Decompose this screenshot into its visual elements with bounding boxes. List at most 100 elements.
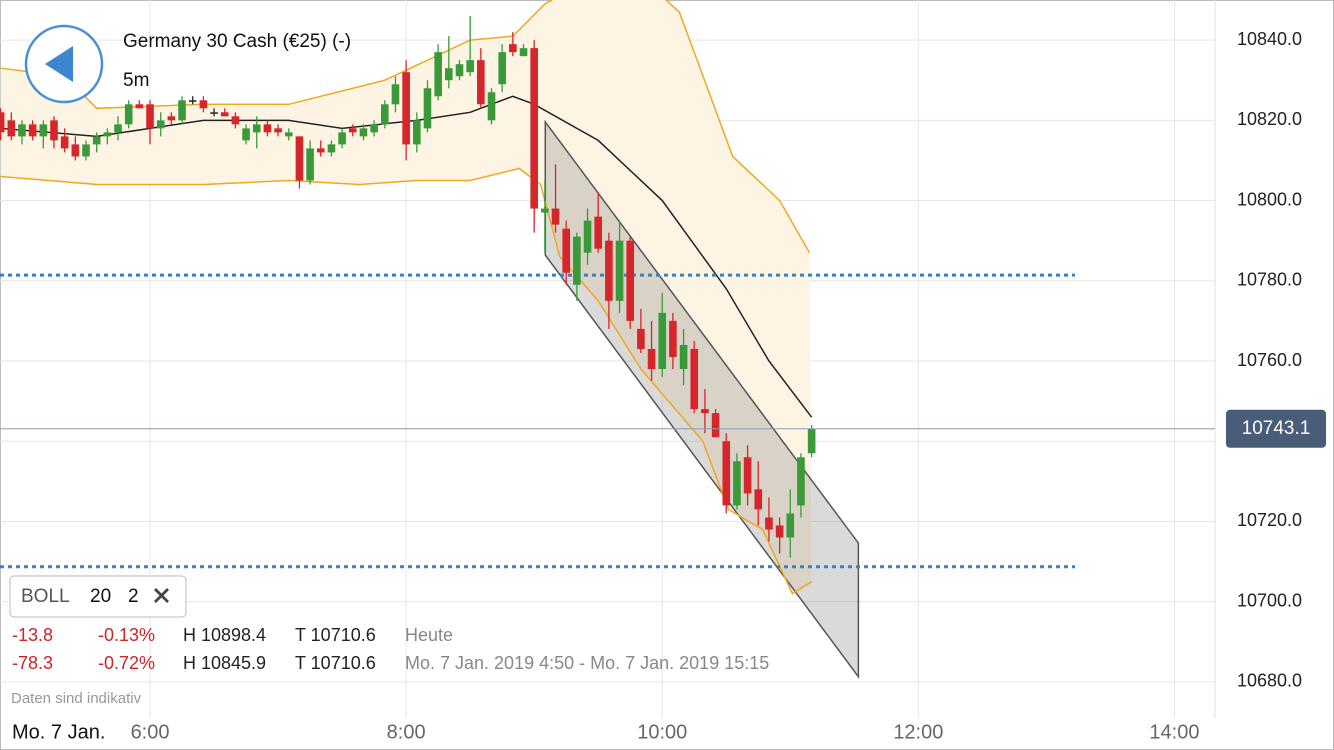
- candle-body: [562, 228, 571, 273]
- y-tick-label: 10800.0: [1237, 189, 1302, 209]
- candle-body: [359, 128, 368, 137]
- candle-body: [637, 328, 645, 349]
- candle-body: [797, 457, 805, 506]
- change-pct: -0.72%: [98, 653, 155, 673]
- y-tick-label: 10840.0: [1237, 29, 1302, 49]
- interval: 5m: [123, 70, 149, 91]
- indicator-name: BOLL: [21, 586, 70, 607]
- period: Heute: [405, 625, 453, 645]
- candle-body: [743, 457, 752, 494]
- high: H 10898.4: [183, 625, 266, 645]
- instrument-title: Germany 30 Cash (€25) (-): [123, 31, 351, 52]
- candle-body: [71, 144, 80, 157]
- foreground-layer: 10680.010700.010720.010740.010760.010780…: [131, 29, 1326, 743]
- candle-body: [156, 120, 165, 129]
- y-tick-label: 10700.0: [1237, 590, 1302, 610]
- chip-box[interactable]: [9, 575, 187, 618]
- candle-body: [711, 413, 720, 438]
- candle-body: [284, 132, 293, 137]
- plot-layer: [0, 0, 1215, 679]
- candle-body: [167, 116, 176, 121]
- indicator-period: 20: [90, 586, 111, 607]
- remove-icon[interactable]: [154, 588, 169, 603]
- candle-body: [647, 348, 656, 370]
- back-arrow[interactable]: [45, 46, 73, 82]
- candle-body: [605, 240, 613, 301]
- candle-body: [306, 148, 314, 181]
- candle-body: [188, 100, 197, 102]
- candle-body: [498, 52, 506, 85]
- candle-body: [242, 128, 250, 141]
- candle-body: [28, 124, 37, 137]
- candle-body: [295, 136, 304, 181]
- candle-body: [455, 64, 464, 77]
- candle-body: [60, 136, 69, 149]
- x-tick-label: 8:00: [387, 721, 426, 743]
- y-tick-label: 10820.0: [1237, 109, 1302, 129]
- candle-body: [615, 240, 624, 301]
- candle-body: [391, 84, 400, 105]
- candle-body: [541, 208, 549, 213]
- candle-body: [413, 120, 421, 145]
- low: T 10710.6: [295, 625, 376, 645]
- candle-body: [370, 124, 378, 133]
- candle-body: [18, 124, 26, 137]
- indicator-chip[interactable]: BOLL 20 2: [9, 575, 187, 618]
- candle-body: [348, 128, 357, 133]
- x-tick-label: 12:00: [893, 721, 943, 743]
- change: -13.8: [12, 625, 53, 645]
- candle-body: [807, 428, 816, 454]
- candle-body: [722, 441, 731, 506]
- candle-body: [775, 525, 784, 538]
- candle-body: [135, 104, 144, 109]
- candle-body: [530, 48, 538, 209]
- candle-body: [146, 104, 154, 129]
- candle-body: [786, 513, 795, 538]
- candle-body: [626, 240, 635, 321]
- candle-body: [519, 48, 528, 57]
- candle-body: [316, 148, 325, 153]
- y-tick-label: 10760.0: [1237, 350, 1302, 370]
- candle-body: [445, 68, 453, 81]
- candle-body: [583, 220, 592, 253]
- candle-body: [114, 124, 122, 133]
- y-tick-label: 10720.0: [1237, 510, 1302, 530]
- last-price-label: 10743.1: [1242, 418, 1311, 439]
- candle-body: [327, 144, 336, 153]
- candle-body: [124, 104, 133, 125]
- candle-body: [178, 100, 186, 121]
- candle-body: [573, 236, 581, 285]
- candle-body: [477, 60, 485, 105]
- date-label: Mo. 7 Jan.: [12, 721, 105, 743]
- low: T 10710.6: [295, 653, 376, 673]
- period: Mo. 7 Jan. 2019 4:50 - Mo. 7 Jan. 2019 1…: [405, 653, 769, 673]
- candle-body: [199, 100, 208, 109]
- candle-body: [82, 144, 90, 157]
- candle-body: [551, 208, 560, 225]
- candle-body: [754, 489, 763, 510]
- candle-body: [50, 120, 58, 141]
- x-tick-label: 6:00: [131, 721, 170, 743]
- x-tick-label: 10:00: [637, 721, 687, 743]
- back-button[interactable]: [24, 24, 104, 104]
- candle-body: [658, 312, 667, 370]
- candle-body: [733, 461, 741, 506]
- high: H 10845.9: [183, 653, 266, 673]
- candle-body: [92, 136, 101, 145]
- disclaimer: Daten sind indikativ: [11, 690, 142, 707]
- candle-body: [594, 216, 603, 249]
- change: -78.3: [12, 653, 53, 673]
- candle-body: [210, 112, 218, 114]
- candle-body: [103, 132, 112, 137]
- candle-body: [252, 124, 261, 133]
- candle-body: [669, 320, 677, 357]
- candle-body: [39, 124, 48, 137]
- candle-body: [274, 128, 282, 133]
- candle-body: [220, 112, 229, 117]
- y-tick-label: 10780.0: [1237, 270, 1302, 290]
- candle-body: [679, 344, 688, 370]
- candle-body: [0, 112, 5, 133]
- candle-body: [423, 88, 432, 129]
- y-tick-label: 10680.0: [1237, 671, 1302, 691]
